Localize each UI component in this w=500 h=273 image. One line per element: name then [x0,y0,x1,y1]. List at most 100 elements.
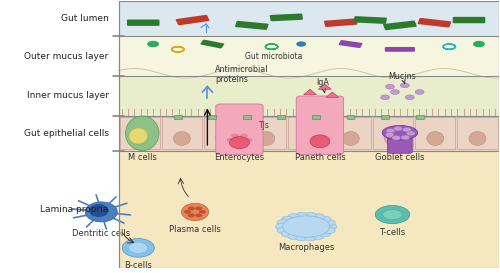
Ellipse shape [85,202,117,222]
Circle shape [392,135,400,140]
Circle shape [226,138,234,142]
Circle shape [282,216,293,222]
Bar [312,115,320,119]
FancyBboxPatch shape [418,18,452,28]
Text: Dentritic cells: Dentritic cells [72,229,130,238]
Circle shape [324,219,335,226]
Polygon shape [318,84,332,89]
Ellipse shape [375,206,410,224]
Ellipse shape [129,128,148,144]
FancyBboxPatch shape [324,18,358,27]
Bar [118,116,498,151]
Circle shape [304,235,316,241]
Text: Enterocytes: Enterocytes [214,153,264,162]
Bar [208,115,216,119]
Circle shape [386,84,394,89]
Text: Gut microbiota: Gut microbiota [246,52,302,61]
Circle shape [406,131,415,136]
Ellipse shape [131,132,148,146]
Circle shape [277,219,289,226]
Circle shape [304,212,316,219]
Text: IgA: IgA [316,78,329,93]
Circle shape [199,210,206,214]
Circle shape [415,90,424,94]
Text: M cells: M cells [128,153,156,162]
Text: Outer mucus layer: Outer mucus layer [24,52,108,61]
Circle shape [277,227,289,234]
Circle shape [276,223,287,230]
Bar [162,117,202,149]
Circle shape [319,216,331,222]
Bar [118,151,498,268]
Ellipse shape [469,132,486,146]
Circle shape [147,41,159,47]
Ellipse shape [342,132,359,146]
Circle shape [390,90,400,94]
Ellipse shape [258,132,275,146]
FancyBboxPatch shape [270,13,303,21]
Ellipse shape [310,135,330,148]
Bar [204,117,244,149]
Circle shape [296,41,306,47]
Bar [243,115,251,119]
Ellipse shape [90,204,108,216]
Circle shape [394,126,402,131]
FancyBboxPatch shape [176,15,210,25]
Text: Plasma cells: Plasma cells [169,225,221,234]
Circle shape [188,213,195,217]
Circle shape [385,132,394,137]
Text: B-cells: B-cells [124,261,152,270]
FancyBboxPatch shape [452,17,486,23]
FancyBboxPatch shape [200,40,224,48]
Text: Mucins: Mucins [388,72,416,84]
Bar [415,117,456,149]
FancyBboxPatch shape [354,16,387,24]
Text: Inner mucus layer: Inner mucus layer [26,91,108,100]
Circle shape [380,95,390,100]
Circle shape [288,233,300,239]
Ellipse shape [174,132,190,146]
Bar [416,115,424,119]
Circle shape [319,231,331,237]
Circle shape [231,134,239,138]
Bar [118,76,498,116]
Text: T-cells: T-cells [380,228,406,237]
Text: Lamina propria: Lamina propria [40,205,108,214]
Bar [120,117,160,149]
Circle shape [231,142,239,146]
Circle shape [312,233,324,239]
FancyBboxPatch shape [385,47,415,52]
Ellipse shape [216,132,232,146]
Circle shape [288,214,300,220]
Circle shape [296,212,308,219]
Ellipse shape [427,132,444,146]
Bar [246,117,286,149]
FancyBboxPatch shape [216,104,263,155]
Circle shape [325,223,336,230]
Text: Gut lumen: Gut lumen [61,14,108,23]
Bar [288,117,329,149]
Circle shape [244,138,252,142]
FancyBboxPatch shape [383,20,417,30]
Bar [278,115,285,119]
Circle shape [400,83,409,88]
Ellipse shape [122,239,154,257]
Circle shape [324,227,335,234]
FancyBboxPatch shape [235,21,268,30]
Polygon shape [326,92,338,97]
Ellipse shape [382,209,402,220]
FancyBboxPatch shape [388,135,412,153]
Ellipse shape [182,203,208,221]
Circle shape [406,95,414,100]
Bar [373,117,413,149]
Circle shape [386,129,395,133]
Text: Antimicrobial
proteins: Antimicrobial proteins [215,65,268,84]
Circle shape [240,142,248,146]
Bar [381,115,389,119]
Bar [118,1,498,268]
Ellipse shape [282,216,330,237]
Ellipse shape [230,136,250,149]
Bar [174,115,182,119]
Text: TJs: TJs [258,121,270,130]
Bar [118,36,498,76]
